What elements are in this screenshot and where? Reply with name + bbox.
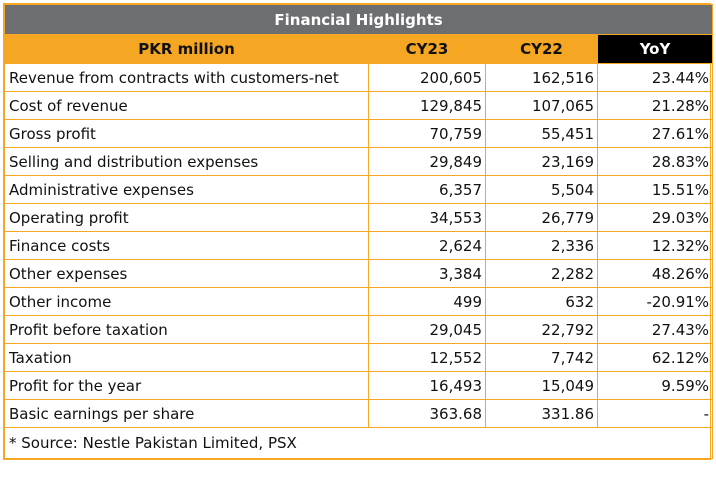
row-label: Other expenses: [4, 259, 369, 288]
row-cy23-value: 3,384: [368, 259, 486, 288]
row-yoy-value: 23.44%: [596, 63, 714, 92]
row-yoy-value: 27.43%: [596, 315, 714, 344]
table-row: Profit before taxation 29,045 22,792 27.43%: [4, 315, 714, 344]
table-row: Other expenses 3,384 2,282 48.26%: [4, 259, 714, 288]
row-label: Selling and distribution expenses: [4, 147, 369, 176]
row-cy23-value: 16,493: [368, 371, 486, 400]
row-cy23-value: 29,849: [368, 147, 486, 176]
row-cy23-value: 200,605: [368, 63, 486, 92]
table-row: Taxation 12,552 7,742 62.12%: [4, 343, 714, 372]
row-yoy-value: 9.59%: [596, 371, 714, 400]
row-yoy-value: -: [596, 399, 714, 428]
row-cy23-value: 129,845: [368, 91, 486, 120]
row-cy22-value: 2,282: [485, 259, 598, 288]
row-cy23-value: 363.68: [368, 399, 486, 428]
row-label: Other income: [4, 287, 369, 316]
row-cy23-value: 2,624: [368, 231, 486, 260]
table-body: Revenue from contracts with customers-ne…: [4, 63, 714, 428]
row-cy22-value: 331.86: [485, 399, 598, 428]
row-cy22-value: 162,516: [485, 63, 598, 92]
table-row: Basic earnings per share 363.68 331.86-: [4, 399, 714, 428]
row-cy22-value: 632: [485, 287, 598, 316]
column-header-label: PKR million: [4, 34, 369, 64]
row-cy23-value: 70,759: [368, 119, 486, 148]
table-row: Gross profit 70,759 55,451 27.61%: [4, 119, 714, 148]
row-yoy-value: 12.32%: [596, 231, 714, 260]
table-row: Administrative expenses 6,357 5,504 15.51%: [4, 175, 714, 204]
row-cy22-value: 107,065: [485, 91, 598, 120]
footer-row: * Source: Nestle Pakistan Limited, PSX: [3, 427, 714, 459]
row-label: Taxation: [4, 343, 369, 372]
row-yoy-value: 62.12%: [596, 343, 714, 372]
table-row: Revenue from contracts with customers-ne…: [4, 63, 714, 92]
column-header-cy22: CY22: [485, 34, 598, 64]
row-label: Administrative expenses: [4, 175, 369, 204]
row-cy23-value: 12,552: [368, 343, 486, 372]
row-yoy-value: 15.51%: [596, 175, 714, 204]
row-cy23-value: 6,357: [368, 175, 486, 204]
row-cy22-value: 23,169: [485, 147, 598, 176]
row-label: Profit before taxation: [4, 315, 369, 344]
row-yoy-value: 48.26%: [596, 259, 714, 288]
row-label: Gross profit: [4, 119, 369, 148]
row-label: Cost of revenue: [4, 91, 369, 120]
column-header-yoy: YoY: [596, 34, 714, 64]
row-label: Profit for the year: [4, 371, 369, 400]
row-yoy-value: 29.03%: [596, 203, 714, 232]
table-title: Financial Highlights: [3, 4, 714, 35]
row-label: Finance costs: [4, 231, 369, 260]
financial-highlights-table: Financial Highlights PKR million CY23 CY…: [3, 4, 714, 459]
row-cy22-value: 5,504: [485, 175, 598, 204]
row-cy23-value: 499: [368, 287, 486, 316]
row-cy22-value: 22,792: [485, 315, 598, 344]
row-cy22-value: 26,779: [485, 203, 598, 232]
table-row: Cost of revenue 129,845 107,065 21.28%: [4, 91, 714, 120]
row-cy22-value: 55,451: [485, 119, 598, 148]
row-label: Basic earnings per share: [4, 399, 369, 428]
row-yoy-value: 28.83%: [596, 147, 714, 176]
row-yoy-value: -20.91%: [596, 287, 714, 316]
row-label: Revenue from contracts with customers-ne…: [4, 63, 369, 92]
row-cy23-value: 34,553: [368, 203, 486, 232]
row-yoy-value: 27.61%: [596, 119, 714, 148]
table-title-row: Financial Highlights: [3, 4, 714, 35]
row-cy22-value: 7,742: [485, 343, 598, 372]
table-row: Finance costs 2,624 2,336 12.32%: [4, 231, 714, 260]
row-cy23-value: 29,045: [368, 315, 486, 344]
column-header-row: PKR million CY23 CY22 YoY: [4, 34, 714, 64]
row-cy22-value: 2,336: [485, 231, 598, 260]
row-label: Operating profit: [4, 203, 369, 232]
table-row: Profit for the year 16,493 15,049 9.59%: [4, 371, 714, 400]
table-row: Other income 499 632 -20.91%: [4, 287, 714, 316]
table-row: Selling and distribution expenses 29,849 2…: [4, 147, 714, 176]
financial-highlights-table-frame: Financial Highlights PKR million CY23 CY…: [3, 3, 714, 460]
source-note: * Source: Nestle Pakistan Limited, PSX: [3, 427, 714, 459]
row-yoy-value: 21.28%: [596, 91, 714, 120]
table-row: Operating profit 34,553 26,779 29.03%: [4, 203, 714, 232]
row-cy22-value: 15,049: [485, 371, 598, 400]
column-header-cy23: CY23: [368, 34, 486, 64]
